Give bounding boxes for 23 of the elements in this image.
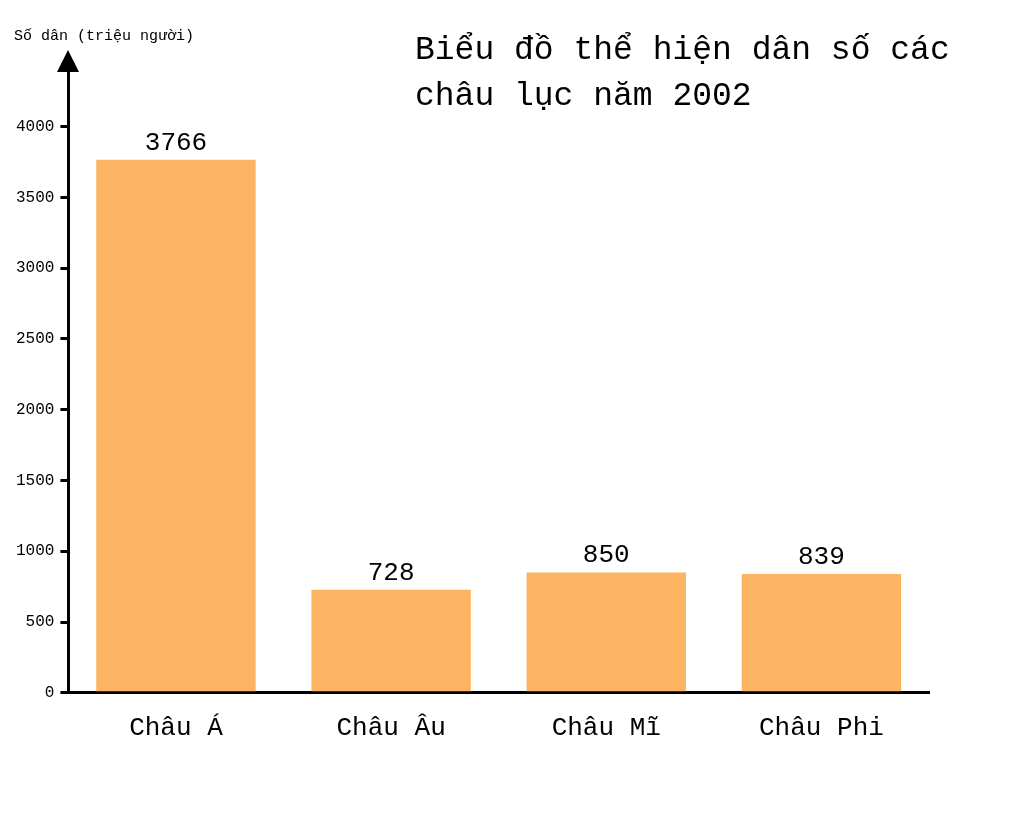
y-tick-label: 3000: [16, 259, 55, 278]
y-tick-label: 4000: [16, 117, 55, 136]
bar: [311, 589, 471, 692]
bar: [741, 574, 902, 692]
bar: [526, 572, 686, 692]
data-label: 839: [798, 541, 845, 572]
y-tick-label: 0: [44, 684, 55, 703]
x-tick-label: Châu Phi: [759, 713, 884, 744]
y-tick-label: 3500: [16, 188, 55, 207]
data-label: 3766: [144, 127, 208, 158]
data-label: 728: [367, 557, 415, 588]
data-label: 850: [582, 540, 630, 571]
y-tick-label: 2000: [16, 400, 55, 419]
bar: [96, 159, 256, 692]
x-tick-label: Châu Mĩ: [551, 713, 661, 744]
x-tick-label: Châu Âu: [336, 713, 446, 744]
y-tick-label: 1000: [16, 542, 55, 561]
chart-title: Biểu đồ thể hiện dân số các châu lục năm 2002: [415, 31, 951, 117]
y-tick-label: 2500: [16, 330, 55, 349]
y-tick-label: 500: [25, 613, 55, 632]
y-tick-label: 1500: [16, 471, 55, 490]
x-tick-label: Châu Á: [129, 713, 224, 744]
y-axis-title: Số dân (triệu người): [14, 28, 195, 45]
